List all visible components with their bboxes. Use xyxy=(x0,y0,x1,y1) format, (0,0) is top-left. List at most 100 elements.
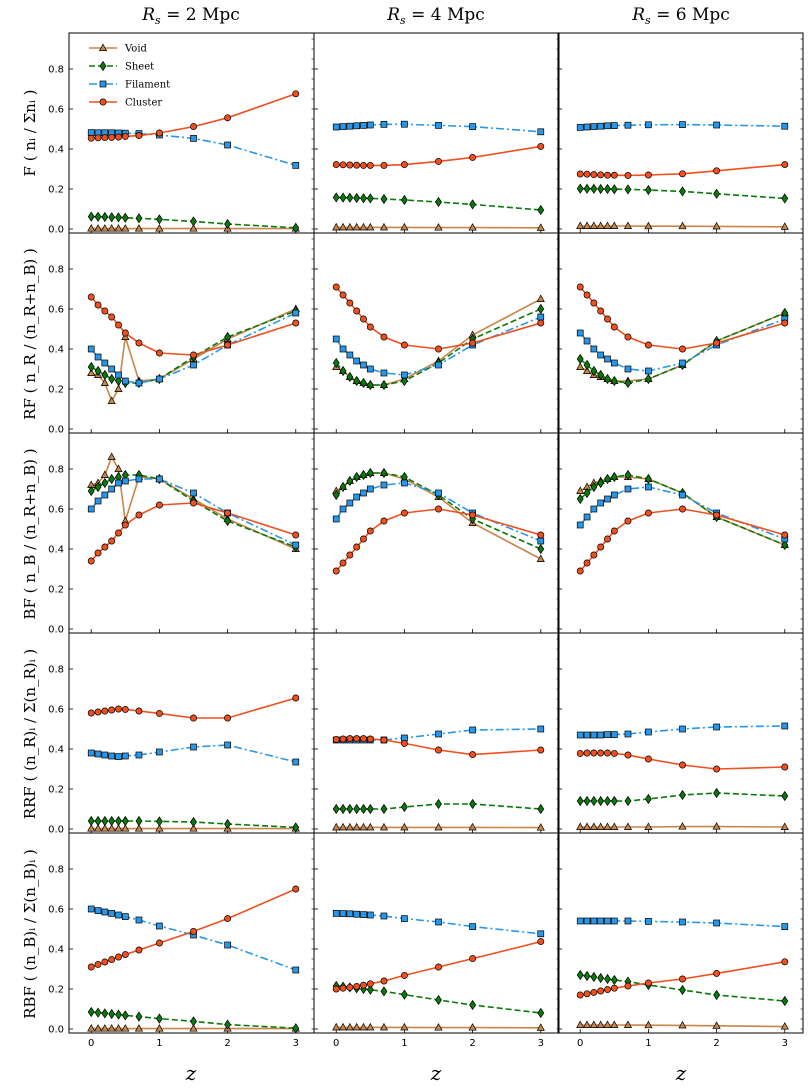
point-sheet xyxy=(604,795,611,807)
point-void xyxy=(93,824,103,832)
point-filament xyxy=(645,367,652,375)
point-sheet xyxy=(604,183,611,195)
y-tick-label: 0.6 xyxy=(48,905,64,916)
point-cluster xyxy=(115,529,122,537)
point-filament xyxy=(597,917,605,925)
point-void xyxy=(114,224,123,232)
point-sheet xyxy=(380,193,388,205)
point-filament xyxy=(435,361,442,369)
point-filament xyxy=(292,162,300,169)
point-cluster xyxy=(94,134,102,142)
point-cluster xyxy=(781,161,789,169)
point-filament xyxy=(224,741,231,749)
point-void xyxy=(87,368,96,376)
point-filament xyxy=(380,912,388,920)
point-void xyxy=(623,1020,633,1028)
point-filament xyxy=(94,750,102,758)
point-sheet xyxy=(781,790,789,802)
point-void xyxy=(536,554,545,562)
column-title-2mpc: Rs = 2 Mpc xyxy=(141,5,240,27)
panel-rf-3 xyxy=(557,232,804,434)
point-sheet xyxy=(679,186,686,197)
point-sheet xyxy=(583,359,591,371)
point-sheet xyxy=(610,974,618,986)
point-cluster xyxy=(713,765,721,773)
point-void xyxy=(582,221,592,229)
point-void xyxy=(100,1024,109,1032)
point-sheet xyxy=(576,493,584,505)
point-filament xyxy=(537,725,545,733)
point-void xyxy=(332,822,341,831)
point-cluster xyxy=(339,984,347,992)
point-sheet xyxy=(115,815,122,827)
point-cluster xyxy=(339,291,347,299)
point-void xyxy=(189,824,198,832)
point-void xyxy=(576,1020,585,1028)
x-tick-label: 3 xyxy=(782,1038,788,1049)
point-cluster xyxy=(679,505,686,513)
point-sheet xyxy=(332,803,340,815)
point-void xyxy=(644,822,653,830)
point-cluster xyxy=(346,735,354,743)
point-void xyxy=(121,824,130,832)
point-cluster xyxy=(135,511,143,519)
point-sheet xyxy=(435,196,442,208)
point-filament xyxy=(366,485,374,493)
point-filament xyxy=(135,916,143,924)
point-filament xyxy=(121,913,129,920)
legend-label-cluster: Cluster xyxy=(125,98,162,109)
point-cluster xyxy=(346,551,354,559)
point-cluster xyxy=(87,963,95,971)
point-filament xyxy=(576,329,584,337)
point-filament xyxy=(366,365,374,373)
point-sheet xyxy=(597,972,605,984)
y-tick-label: 0.8 xyxy=(48,865,64,876)
point-filament xyxy=(87,749,95,757)
point-cluster xyxy=(190,499,197,507)
point-void xyxy=(359,1022,368,1031)
legend-marker-void xyxy=(98,43,108,51)
point-sheet xyxy=(604,973,611,985)
point-sheet xyxy=(115,212,122,223)
point-cluster xyxy=(644,509,652,517)
point-filament xyxy=(353,357,361,365)
point-sheet xyxy=(224,818,232,830)
point-sheet xyxy=(332,192,340,203)
point-cluster xyxy=(610,527,618,535)
point-sheet xyxy=(87,361,95,373)
point-cluster xyxy=(679,975,686,983)
point-cluster xyxy=(366,161,374,169)
point-void xyxy=(589,1020,598,1028)
y-tick-label: 0.0 xyxy=(48,225,64,236)
legend-marker-filament xyxy=(99,80,107,88)
point-sheet xyxy=(644,184,652,196)
panel-frame xyxy=(313,832,560,1034)
point-sheet xyxy=(590,795,598,807)
point-filament xyxy=(380,481,388,489)
point-filament xyxy=(156,748,163,756)
point-filament xyxy=(713,121,720,129)
point-filament xyxy=(135,475,143,483)
point-sheet xyxy=(435,994,442,1006)
point-filament xyxy=(435,918,442,926)
legend: Void Sheet Filament Cluster xyxy=(89,43,170,109)
point-sheet xyxy=(94,365,102,377)
point-filament xyxy=(339,123,347,130)
point-filament xyxy=(87,345,95,353)
point-filament xyxy=(292,758,300,766)
point-cluster xyxy=(346,161,354,169)
panel-rrf-3 xyxy=(557,632,804,834)
point-sheet xyxy=(644,373,652,385)
row-label-bf: BF ( n_B / (n_R+n_B) ) xyxy=(21,448,39,619)
row-label-rrf: RRF ( (n_R)ᵢ / Σ(n_R)ᵢ ) xyxy=(21,649,39,820)
point-cluster xyxy=(781,319,789,327)
point-filament xyxy=(537,537,545,545)
svg-text:RRF ( (n_R)ᵢ / Σ(n_R)ᵢ ): RRF ( (n_R)ᵢ / Σ(n_R)ᵢ ) xyxy=(21,649,39,820)
point-cluster xyxy=(435,746,442,754)
panel-frame xyxy=(557,32,804,234)
point-sheet xyxy=(155,1013,163,1024)
point-filament xyxy=(115,753,122,760)
point-cluster xyxy=(115,705,122,713)
point-filament xyxy=(576,521,584,529)
point-void xyxy=(576,822,585,830)
